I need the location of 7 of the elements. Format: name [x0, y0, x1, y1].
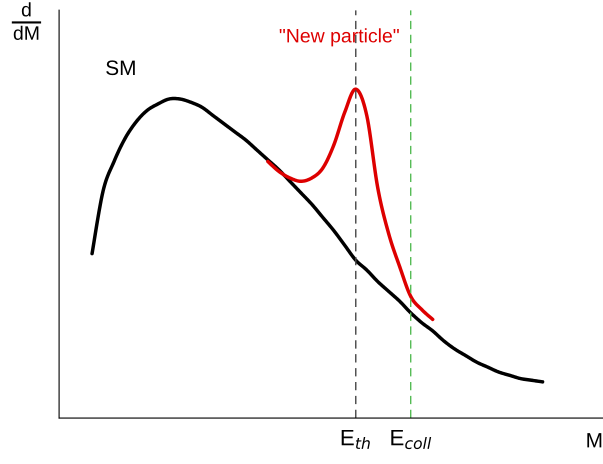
- x-axis-title: M: [587, 433, 602, 448]
- text: "New particle": [280, 28, 399, 46]
- x-tick-label: E$_{coll}$: [391, 430, 432, 450]
- series-label: SM: [106, 60, 135, 76]
- x-tick-label: E$_{th}$: [342, 430, 370, 449]
- text: dM: [14, 26, 38, 40]
- text: d: [22, 2, 31, 17]
